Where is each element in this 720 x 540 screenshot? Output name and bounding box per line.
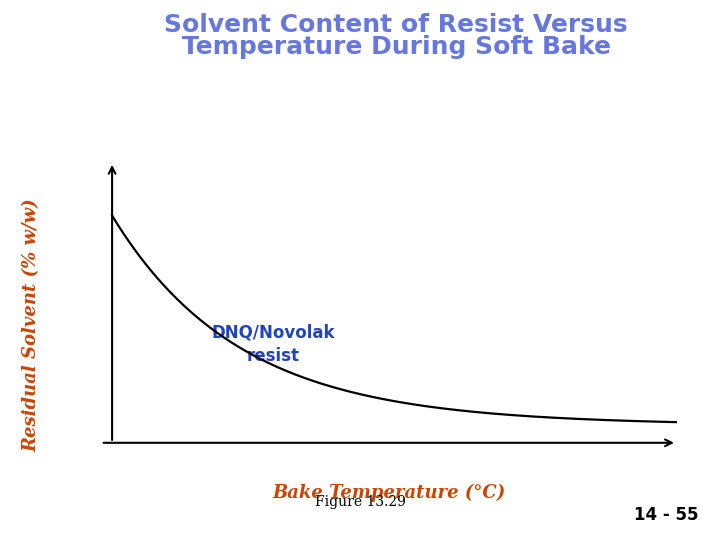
Text: Bake Temperature (°C): Bake Temperature (°C): [272, 484, 505, 502]
Text: 14 - 55: 14 - 55: [634, 506, 698, 524]
Text: Solvent Content of Resist Versus: Solvent Content of Resist Versus: [164, 14, 628, 37]
Text: Residual Solvent (% w/w): Residual Solvent (% w/w): [23, 198, 41, 451]
Text: Figure 13.29: Figure 13.29: [315, 495, 405, 509]
Text: DNQ/Novolak
resist: DNQ/Novolak resist: [212, 323, 336, 366]
Text: Temperature During Soft Bake: Temperature During Soft Bake: [181, 35, 611, 59]
